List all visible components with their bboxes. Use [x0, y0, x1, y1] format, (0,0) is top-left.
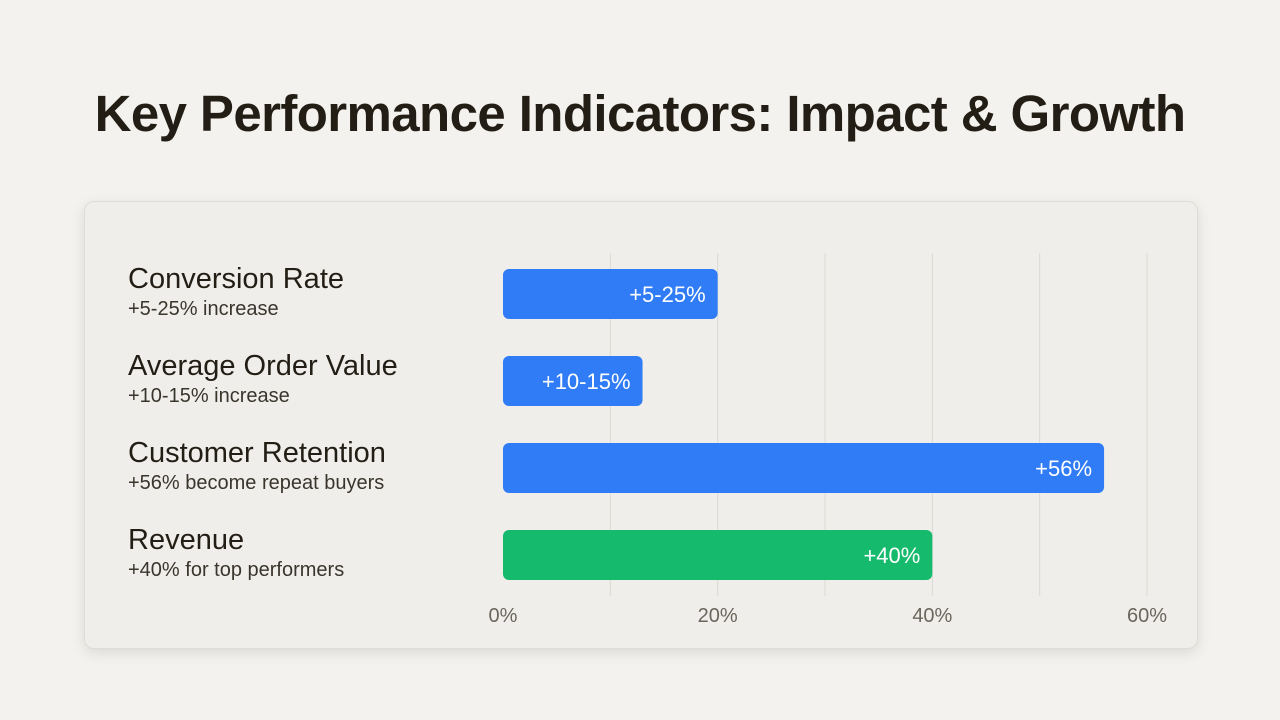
x-tick-label: 40%	[912, 605, 952, 627]
kpi-label-customer-retention: Customer Retention +56% become repeat bu…	[128, 436, 478, 496]
bar-data-label: +10-15%	[542, 369, 631, 394]
kpi-label-conversion-rate: Conversion Rate +5-25% increase	[128, 262, 478, 322]
bar-data-label: +40%	[863, 543, 920, 568]
kpi-name: Customer Retention	[128, 437, 386, 469]
kpi-label-revenue: Revenue +40% for top performers	[128, 523, 478, 583]
kpi-name: Average Order Value	[128, 350, 398, 382]
kpi-name: Revenue	[128, 524, 245, 556]
bar-revenue	[503, 530, 933, 580]
bar-customer-retention	[503, 443, 1105, 493]
x-tick-label: 20%	[698, 605, 738, 627]
bar-data-label: +56%	[1035, 456, 1092, 481]
kpi-label-average-order-value: Average Order Value +10-15% increase	[128, 349, 478, 409]
bar-data-label: +5-25%	[629, 282, 705, 307]
x-tick-label: 0%	[489, 605, 518, 627]
bar-conversion-rate	[503, 269, 718, 319]
x-tick-label: 60%	[1127, 605, 1167, 627]
kpi-subtitle: +5-25% increase	[128, 298, 279, 320]
page-title: Key Performance Indicators: Impact & Gro…	[94, 85, 1186, 142]
bar-average-order-value	[503, 356, 643, 406]
kpi-subtitle: +56% become repeat buyers	[128, 472, 385, 494]
kpi-subtitle: +40% for top performers	[128, 559, 345, 581]
kpi-subtitle: +10-15% increase	[128, 385, 290, 407]
kpi-name: Conversion Rate	[128, 263, 344, 295]
